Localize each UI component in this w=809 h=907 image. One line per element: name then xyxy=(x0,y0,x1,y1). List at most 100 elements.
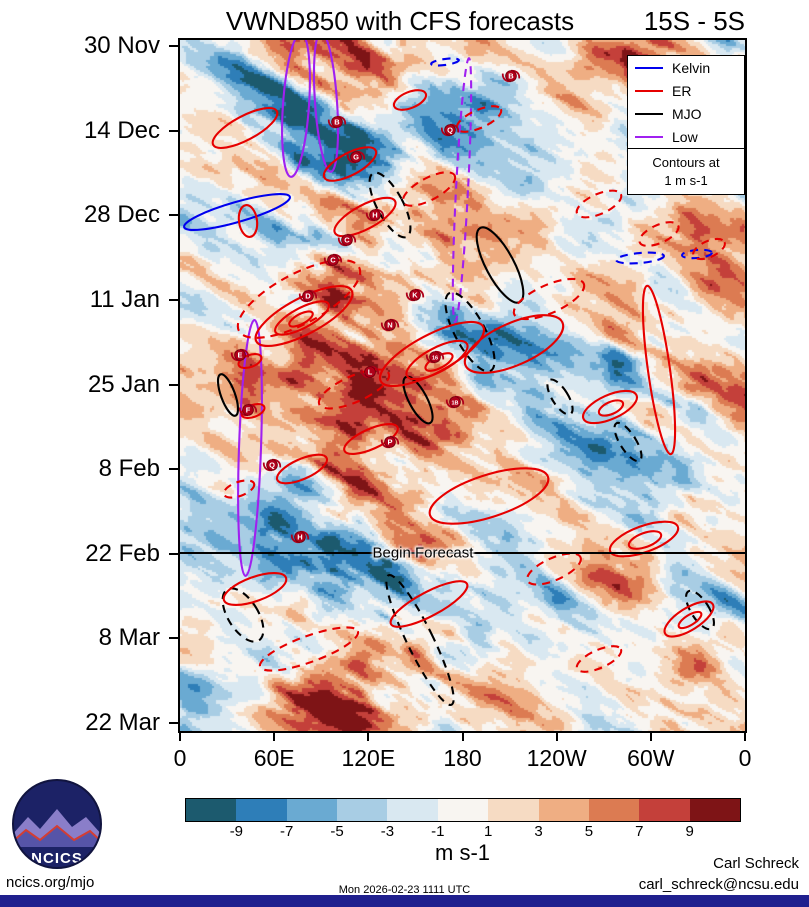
storm-id-label: L xyxy=(368,368,373,377)
storm-marker: D xyxy=(298,289,318,303)
legend-note-line2: 1 m s-1 xyxy=(664,172,708,188)
er-wave-contour xyxy=(274,300,330,336)
y-tick-label: 25 Jan xyxy=(87,370,160,398)
y-tick-mark xyxy=(169,637,178,640)
colorbar-tick-label: -5 xyxy=(330,823,344,840)
colorbar-swatch xyxy=(186,799,237,821)
storm-marker: H xyxy=(290,530,310,544)
storm-id-label: H xyxy=(372,211,377,220)
colorbar-swatch xyxy=(588,799,640,821)
y-axis: 30 Nov 14 Dec 28 Dec 11 Jan 25 Jan 8 Feb 22 Fe… xyxy=(0,32,178,736)
y-tick-label: 30 Nov xyxy=(83,32,160,59)
storm-id-label: 16 xyxy=(432,356,438,362)
colorbar-swatch xyxy=(689,799,740,821)
mjo-wave-contour xyxy=(221,587,265,643)
logo-border xyxy=(12,779,102,869)
er-wave-contour xyxy=(455,105,503,133)
x-tick-mark xyxy=(461,733,464,741)
storm-marker: C xyxy=(337,233,357,247)
er-wave-contour xyxy=(322,146,378,182)
er-wave-contour xyxy=(343,423,399,455)
mjo-line-sample xyxy=(635,112,663,115)
er-line-sample xyxy=(635,89,663,92)
er-wave-contour xyxy=(333,196,397,238)
y-tick-mark xyxy=(169,298,178,301)
storm-id-label: N xyxy=(387,321,392,330)
kelvin-wave-contour xyxy=(183,192,291,232)
er-wave-contour xyxy=(237,204,259,238)
y-tick-label: 8 Mar xyxy=(98,624,160,652)
er-wave-contour xyxy=(512,277,586,321)
x-tick-mark xyxy=(649,733,652,741)
colorbar-swatch xyxy=(437,799,489,821)
site-link[interactable]: ncics.org/mjo xyxy=(6,874,95,891)
x-tick-mark xyxy=(555,733,558,741)
storm-circle xyxy=(384,436,396,448)
kelvin-wave-contour xyxy=(430,57,460,67)
mjo-wave-contour xyxy=(546,378,574,416)
storm-circle xyxy=(350,151,362,163)
kelvin-line-sample xyxy=(635,66,663,69)
storm-circle xyxy=(449,396,461,408)
er-wave-contour xyxy=(401,171,457,207)
storm-circle xyxy=(409,289,421,301)
colorbar-tick-label: -3 xyxy=(380,823,395,840)
low-wave-contour xyxy=(237,319,263,577)
er-wave-contour xyxy=(258,626,360,672)
credit-email[interactable]: carl_schreck@ncsu.edu xyxy=(638,876,799,893)
storm-circle xyxy=(341,234,353,246)
colorbar-swatch xyxy=(236,799,287,821)
mjo-wave-contour xyxy=(685,589,715,631)
logo-ridge-line xyxy=(13,824,101,843)
chart-title: VWND850 with CFS forecasts xyxy=(225,6,575,36)
storm-marker: P xyxy=(380,435,400,449)
storm-id-label: B xyxy=(508,72,514,81)
storm-marker: B xyxy=(501,69,521,83)
x-tick-label: 60W xyxy=(627,745,675,771)
low-wave-contour xyxy=(312,40,340,173)
storm-circle xyxy=(331,116,343,128)
colorbar-tick-label: 9 xyxy=(685,823,694,840)
y-tick-label: 28 Dec xyxy=(83,201,160,229)
er-wave-contour xyxy=(575,189,623,219)
storm-id-label: H xyxy=(297,533,302,542)
er-wave-contour xyxy=(641,284,677,456)
storm-marker: N xyxy=(380,318,400,332)
colorbar-swatch xyxy=(387,799,438,821)
mjo-wave-contour xyxy=(475,226,525,304)
colorbar-swatch xyxy=(337,799,388,821)
x-tick-mark xyxy=(744,733,746,741)
legend-entry-label: Kelvin xyxy=(672,59,711,76)
begin-forecast-line xyxy=(180,551,745,554)
storm-marker: E xyxy=(230,348,250,362)
er-wave-contour xyxy=(463,314,565,374)
colorbar-label: m s-1 xyxy=(435,840,490,865)
storm-marker: Q xyxy=(440,123,460,137)
legend-entry-label: ER xyxy=(672,82,692,99)
storm-marker: 1B xyxy=(445,395,465,409)
storm-marker: B xyxy=(327,115,347,129)
storm-marker: Q xyxy=(262,458,282,472)
er-wave-contour xyxy=(597,399,625,417)
mjo-wave-contour xyxy=(216,373,240,417)
er-wave-contour xyxy=(663,600,715,638)
low-wave-contour xyxy=(281,40,311,178)
er-wave-contour xyxy=(638,221,680,247)
y-tick-mark xyxy=(169,45,178,47)
storm-marker: H xyxy=(365,208,385,222)
er-wave-contour xyxy=(317,368,391,410)
y-tick-mark xyxy=(169,552,178,555)
low-wave-contour xyxy=(451,57,473,323)
er-wave-contour xyxy=(275,453,329,485)
er-wave-contour xyxy=(392,89,428,111)
storm-id-label: C xyxy=(330,256,336,265)
colorbar-tick-label: 1 xyxy=(484,823,493,840)
legend-entry-kelvin: Kelvin xyxy=(628,56,744,79)
storm-marker: F xyxy=(238,403,258,417)
footer-bar xyxy=(0,895,809,907)
colorbar-tick-label: -1 xyxy=(431,823,445,840)
y-tick-label: 22 Feb xyxy=(85,539,160,567)
storm-circle xyxy=(266,459,278,471)
x-axis: 0 60E 120E 180 120W 60W 0 xyxy=(174,733,751,783)
storm-circle xyxy=(444,124,456,136)
